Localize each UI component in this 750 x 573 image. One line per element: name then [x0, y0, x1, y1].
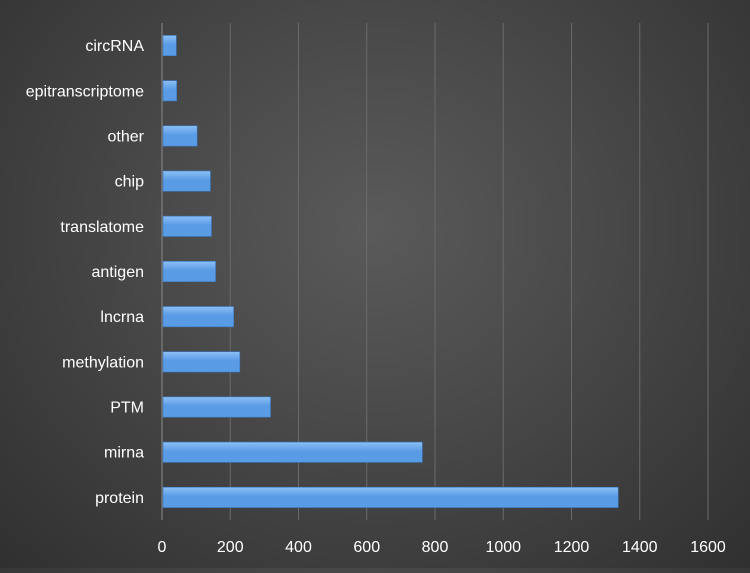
category-label: methylation — [62, 354, 144, 371]
bar-other — [162, 125, 198, 147]
category-label: circRNA — [85, 38, 144, 55]
x-tick-label: 200 — [217, 539, 244, 556]
bar-antigen — [162, 261, 216, 282]
category-label: PTM — [110, 400, 144, 417]
x-tick-label: 1600 — [690, 539, 726, 556]
bar-protein — [162, 486, 619, 508]
category-label: other — [108, 128, 145, 145]
bar-circRNA — [162, 35, 177, 57]
bar-chip — [162, 170, 211, 192]
category-label: chip — [115, 174, 144, 191]
bars — [162, 35, 619, 508]
category-label: lncrna — [100, 309, 144, 326]
category-label: antigen — [92, 264, 145, 281]
x-tick-label: 400 — [285, 539, 312, 556]
bar-PTM — [162, 396, 271, 418]
category-label: mirna — [104, 445, 144, 462]
bar-mirna — [162, 441, 423, 463]
x-tick-label: 0 — [158, 539, 167, 556]
x-tick-label: 1000 — [485, 539, 521, 556]
bar-methylation — [162, 351, 241, 373]
x-axis-labels: 0 200 400 600 800 1000 1200 1400 1600 — [158, 539, 726, 556]
bar-epitranscriptome — [162, 80, 177, 102]
x-tick-label: 1200 — [554, 539, 590, 556]
gridlines — [229, 23, 709, 520]
bar-lncrna — [162, 306, 234, 328]
x-tick-label: 1400 — [622, 539, 658, 556]
category-label: epitranscriptome — [26, 83, 144, 100]
x-tick-label: 600 — [353, 539, 380, 556]
y-axis-labels: circRNA epitranscriptome other chip translat… — [26, 38, 145, 507]
category-label: protein — [95, 490, 144, 507]
category-label: translatome — [60, 219, 144, 236]
x-tick-label: 800 — [422, 539, 449, 556]
bar-translatome — [162, 215, 212, 237]
